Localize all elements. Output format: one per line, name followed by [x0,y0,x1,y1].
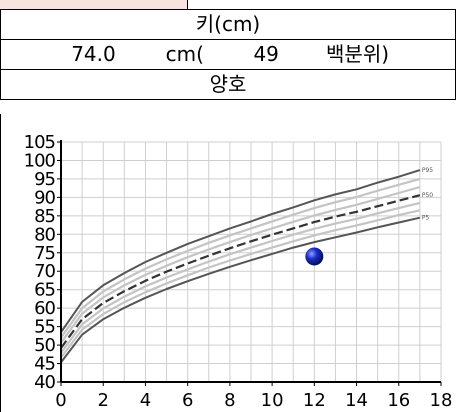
series-label-p95: P95 [422,167,433,174]
series-line-p5 [60,216,421,364]
series-line-band-2 [60,185,421,344]
series-line-band-4 [60,201,421,354]
x-tick-label: 4 [140,390,151,411]
cell-divider [187,0,188,9]
y-tick-label: 105 [24,132,55,153]
y-tick-label: 40 [34,372,55,393]
y-tick-label: 65 [34,280,55,301]
y-tick-label: 80 [34,224,55,245]
y-tick-label: 90 [34,187,55,208]
series-label-p5: P5 [422,215,430,222]
measurement-point [305,247,324,266]
y-tick-label: 60 [34,298,55,319]
assessment: 양호 [0,69,456,100]
y-tick-label: 50 [34,335,55,356]
height-unit: cm( [165,42,204,66]
x-tick-label: 12 [303,390,326,411]
y-tick-label: 85 [34,206,55,227]
x-tick-label: 14 [345,390,368,411]
y-tick-label: 100 [24,150,56,171]
height-value: 74.0 [71,42,116,66]
y-tick-label: 45 [34,354,55,375]
series-label-p50: P50 [422,192,433,199]
growth-chart-panel: P95 P50 P5 40 45 50 55 60 65 70 75 80 85 90 95 100 105 0 2… [0,114,457,412]
x-tick-label: 6 [182,390,193,411]
y-tick-label: 55 [34,317,55,338]
measure-value-row: 74.0 cm( 49 백분위) [0,39,456,70]
series-line-p95 [60,169,421,333]
y-tick-label: 75 [34,243,55,264]
percentile-label: 백분위) [326,42,390,66]
x-tick-label: 16 [387,390,410,411]
y-tick-label: 70 [34,261,55,282]
series-line-band-1 [60,177,421,339]
x-tick-label: 18 [430,390,453,411]
series-line-p50 [60,194,421,349]
x-tick-label: 8 [224,390,235,411]
measure-header: 키(cm) [0,9,456,40]
x-tick-label: 0 [55,390,66,411]
x-tick-label: 10 [261,390,284,411]
percentile-value: 49 [253,42,279,66]
x-tick-label: 2 [97,390,108,411]
y-tick-label: 95 [34,169,55,190]
measurement-table: 키(cm) 74.0 cm( 49 백분위) 양호 [0,9,456,100]
series-line-band-5 [60,209,421,359]
